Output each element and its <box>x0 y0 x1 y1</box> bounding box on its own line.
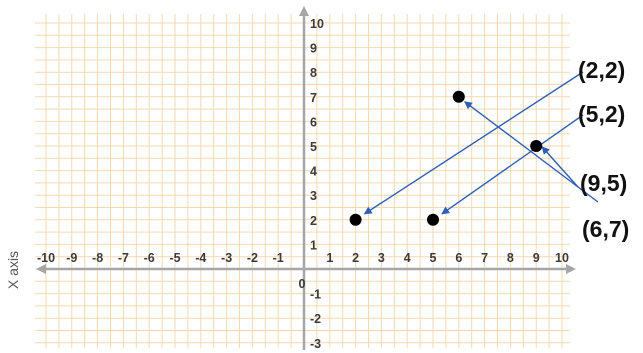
x-tick-label: -1 <box>273 251 284 265</box>
x-tick-label: -9 <box>66 251 77 265</box>
grid <box>35 14 570 348</box>
point-annotation-label: (9,5) <box>580 170 627 196</box>
x-tick-label: -2 <box>247 251 258 265</box>
annotation-arrows <box>363 71 599 215</box>
x-tick-label: 10 <box>555 251 569 265</box>
x-tick-label: 6 <box>455 251 462 265</box>
x-tick-label: -6 <box>144 251 155 265</box>
tick-labels: -10 -9 -8 -7 -6 -5 -4 -3 -2 -1 1 2 3 4 5 6 7 8 9 1010987654… <box>37 17 569 351</box>
x-tick-label: -4 <box>195 251 206 265</box>
x-tick-label: -3 <box>221 251 232 265</box>
y-tick-label: -3 <box>310 337 321 351</box>
data-point <box>530 140 543 152</box>
y-axis-arrow-up <box>299 6 309 16</box>
x-tick-label: 1 <box>326 251 333 265</box>
x-tick-label: -8 <box>92 251 103 265</box>
annotation-arrow <box>541 146 579 188</box>
y-tick-label: 7 <box>310 91 317 105</box>
x-tick-label: 9 <box>533 251 540 265</box>
data-point <box>452 90 465 103</box>
data-point <box>349 213 362 226</box>
x-tick-label: 3 <box>378 251 385 265</box>
x-tick-label: 8 <box>507 251 514 265</box>
y-tick-label: 9 <box>310 42 317 56</box>
x-tick-label: -7 <box>118 251 129 265</box>
x-axis-arrow-right <box>566 264 576 274</box>
axes <box>36 6 576 350</box>
x-tick-label: 7 <box>481 251 488 265</box>
x-tick-label: 2 <box>352 251 359 265</box>
annotation-arrow <box>363 71 584 215</box>
y-tick-label: -2 <box>310 312 321 326</box>
point-annotation-label: (6,7) <box>582 216 629 242</box>
data-points <box>349 90 543 226</box>
x-tick-label: 5 <box>430 251 437 265</box>
x-axis-arrow-left <box>36 264 46 274</box>
annotation-labels: (2,2) (5,2) (9,5) (6,7) <box>578 57 629 242</box>
y-tick-label: 5 <box>310 140 317 154</box>
y-tick-label: -1 <box>310 288 321 302</box>
data-point <box>427 213 439 226</box>
y-tick-label: 10 <box>310 17 324 31</box>
annotation-arrow <box>464 101 599 203</box>
y-axis-label: X axis <box>5 251 21 289</box>
y-tick-label: 3 <box>310 189 317 203</box>
point-annotation-label: (5,2) <box>578 101 625 127</box>
y-tick-label: 6 <box>310 115 317 129</box>
annotation-arrow <box>441 114 584 215</box>
x-tick-label: -10 <box>37 251 55 265</box>
y-tick-label: 4 <box>310 165 317 179</box>
y-tick-label: 1 <box>310 238 317 252</box>
x-tick-label: -5 <box>169 251 180 265</box>
origin-label: 0 <box>299 277 306 291</box>
y-tick-label: 8 <box>310 66 317 80</box>
y-tick-label: 2 <box>310 214 317 228</box>
x-tick-label: 4 <box>404 251 411 265</box>
point-annotation-label: (2,2) <box>578 57 625 83</box>
